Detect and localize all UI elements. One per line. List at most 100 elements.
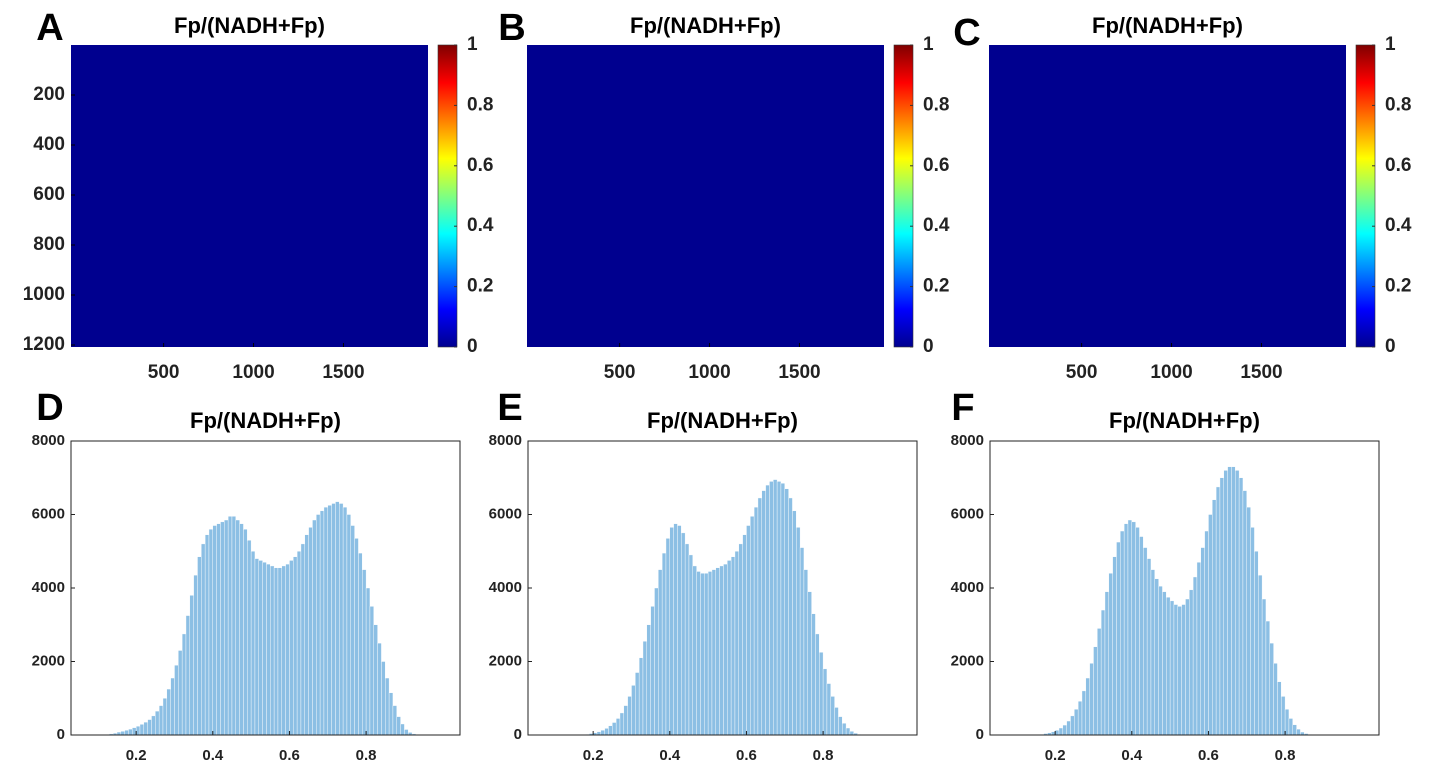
bar xyxy=(635,673,639,735)
bar xyxy=(700,573,704,735)
bar xyxy=(838,717,842,735)
bar xyxy=(831,696,835,735)
bar xyxy=(1251,527,1255,735)
bar xyxy=(1178,606,1182,735)
bar xyxy=(247,540,251,735)
bar xyxy=(163,698,167,735)
y-tick-label: 2000 xyxy=(32,652,65,669)
x-tick-label: 1500 xyxy=(322,362,364,383)
bar xyxy=(1270,643,1274,735)
bar xyxy=(1205,531,1209,735)
bar xyxy=(1182,605,1186,735)
y-tick-label: 800 xyxy=(33,234,65,255)
colorbar-tick-label: 0.2 xyxy=(1385,276,1411,297)
bar xyxy=(616,718,620,735)
bar xyxy=(328,505,332,735)
bar xyxy=(1055,730,1059,735)
bar xyxy=(274,568,278,735)
bar xyxy=(1097,628,1101,735)
bar xyxy=(332,503,336,735)
bar xyxy=(743,535,747,735)
bar xyxy=(1151,570,1155,735)
bar xyxy=(647,625,651,735)
bar xyxy=(1139,537,1143,735)
bar xyxy=(209,529,213,735)
x-tick-label: 0.2 xyxy=(126,747,147,764)
colorbar xyxy=(438,45,457,347)
x-tick-label: 1000 xyxy=(688,362,730,383)
bar xyxy=(670,527,674,735)
bar xyxy=(819,652,823,735)
bar xyxy=(320,511,324,735)
bar xyxy=(639,658,643,735)
bar xyxy=(232,516,236,735)
bar xyxy=(1128,520,1132,735)
bar xyxy=(1105,592,1109,735)
y-tick-label: 2000 xyxy=(951,652,984,669)
bar xyxy=(397,717,401,735)
bar xyxy=(723,564,727,735)
bar xyxy=(662,553,666,735)
bar xyxy=(693,566,697,735)
bar xyxy=(224,520,228,735)
panel-label: A xyxy=(36,7,63,49)
colorbar-tick-label: 0.6 xyxy=(467,155,493,176)
bar xyxy=(1243,491,1247,735)
bar xyxy=(677,526,681,735)
y-tick-label: 200 xyxy=(33,84,65,105)
bar xyxy=(155,711,159,735)
bar xyxy=(178,650,182,735)
chart-title: Fp/(NADH+Fp) xyxy=(647,408,798,433)
bar xyxy=(186,616,190,735)
bar xyxy=(1231,467,1235,735)
bar xyxy=(174,665,178,735)
bar xyxy=(685,544,689,735)
x-tick-label: 0.6 xyxy=(279,747,300,764)
bar xyxy=(240,524,244,735)
bar xyxy=(1132,522,1136,735)
y-tick-label: 8000 xyxy=(32,432,65,449)
y-tick-label: 6000 xyxy=(489,505,522,522)
bar xyxy=(1285,709,1289,735)
bar xyxy=(1266,621,1270,735)
bar xyxy=(1201,548,1205,735)
bar xyxy=(735,551,739,735)
y-tick-label: 1200 xyxy=(23,334,65,355)
bar xyxy=(159,706,163,735)
bar xyxy=(1093,647,1097,735)
bar xyxy=(125,730,129,735)
bar xyxy=(194,575,198,735)
bar xyxy=(286,564,290,735)
bar xyxy=(666,538,670,735)
bar xyxy=(620,713,624,735)
bar xyxy=(1070,716,1074,735)
bar xyxy=(654,588,658,735)
x-tick-label: 500 xyxy=(148,362,180,383)
bar xyxy=(1120,531,1124,735)
bar xyxy=(132,728,136,735)
y-tick-label: 0 xyxy=(57,726,65,743)
bar xyxy=(293,557,297,735)
bar xyxy=(1193,577,1197,735)
bar xyxy=(1262,599,1266,735)
y-tick-label: 400 xyxy=(33,134,65,155)
bar xyxy=(335,502,339,735)
bar xyxy=(366,588,370,735)
bar xyxy=(1239,478,1243,735)
bar xyxy=(1101,610,1105,735)
bar xyxy=(1067,721,1071,735)
bar xyxy=(1189,590,1193,735)
colorbar-tick-label: 0.4 xyxy=(1385,215,1412,236)
bar xyxy=(370,606,374,735)
bar xyxy=(385,678,389,735)
bar xyxy=(812,614,816,735)
bar xyxy=(1170,601,1174,735)
bar xyxy=(347,515,351,736)
colorbar-tick-label: 0.4 xyxy=(467,215,494,236)
image xyxy=(989,45,1346,347)
panel-label: B xyxy=(498,7,525,49)
bar xyxy=(171,678,175,735)
y-tick-label: 600 xyxy=(33,184,65,205)
x-tick-label: 0.8 xyxy=(356,747,377,764)
